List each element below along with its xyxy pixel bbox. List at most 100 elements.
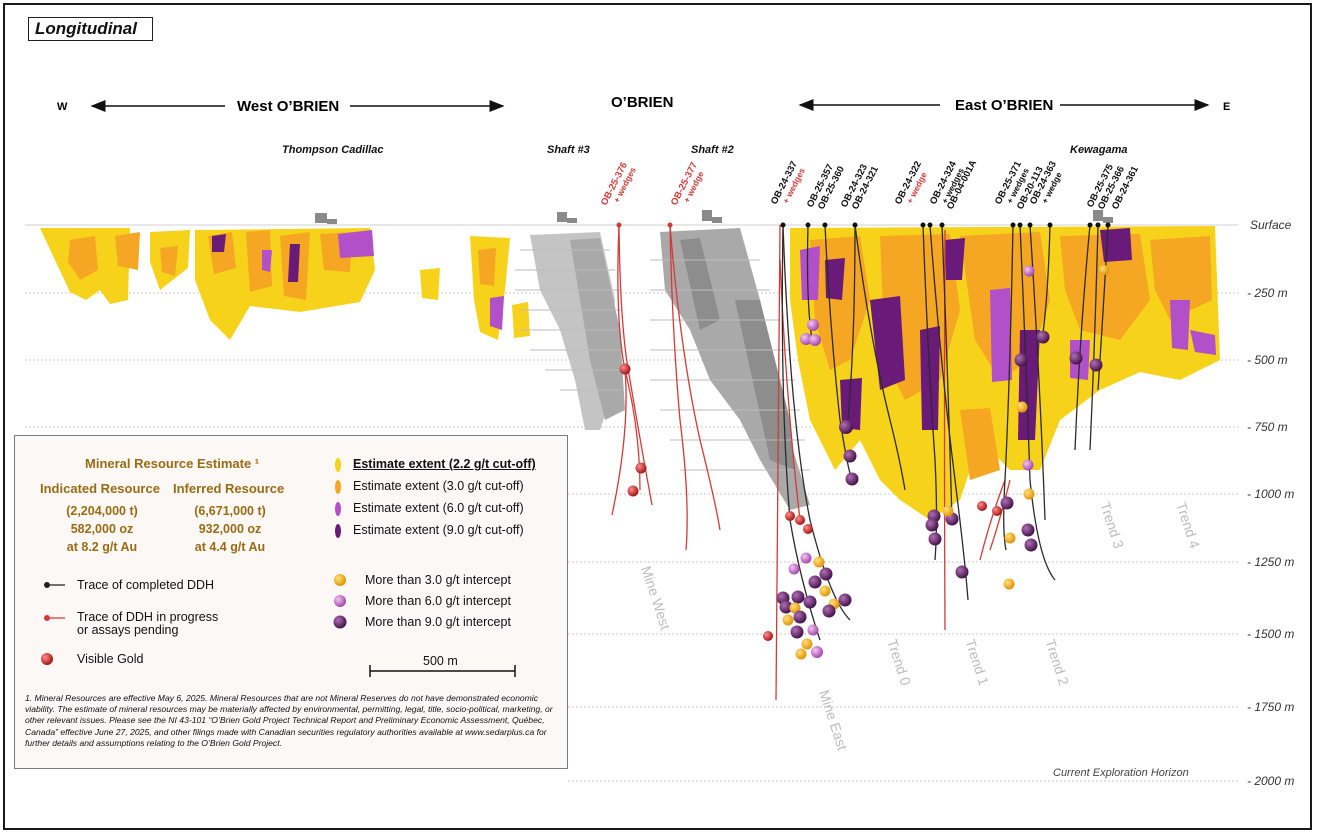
progress-ddh-symbol [44,615,50,621]
intercept-9gt [791,590,805,604]
visible-gold-marker [992,506,1002,516]
east-label: E [1223,101,1230,113]
structure-labels: Mine West Mine East Trend 0 Trend 1 Tren… [638,500,1203,752]
exploration-horizon-label: Current Exploration Horizon [1053,767,1189,779]
intercept-3gt-label: More than 3.0 g/t intercept [365,573,511,587]
trend0-label: Trend 0 [884,637,914,688]
intercept-9gt [1000,496,1014,510]
figure-title: Longitudinal [28,17,153,41]
intercept-9gt-symbol [333,615,347,629]
trend4-label: Trend 4 [1173,500,1203,551]
headframe-icon [557,212,577,223]
zone-header: W West O’BRIEN O’BRIEN East O’BRIEN E [57,94,1230,115]
intercept-3gt [1004,532,1016,544]
visible-gold-marker [619,363,631,375]
depth-axis-labels: Surface - 250 m - 500 m - 750 m - 1000 m… [1247,218,1294,788]
intercept-6gt-symbol [334,595,346,607]
intercept-3gt [1099,265,1109,275]
visible-gold-marker [795,515,805,525]
inferred-tonnes: (6,671,000 t) [194,504,266,518]
intercept-9gt [1069,351,1083,365]
intercept-9gt [819,567,833,581]
mre-title: Mineral Resource Estimate ¹ [85,456,260,471]
collar [927,222,933,228]
drill-collars [616,222,1111,228]
intercept-9gt [843,449,857,463]
collar [852,222,858,228]
extent-swatch-yellow [335,458,341,472]
intercept-3gt [813,556,825,568]
mine-west-label: Mine West [638,564,674,632]
collar-red [616,222,622,228]
depth-label: - 1750 m [1247,700,1294,714]
collar [1010,222,1016,228]
intercept-9gt-label: More than 9.0 g/t intercept [365,615,511,629]
intercept-9gt [779,600,793,614]
intercept-6gt [807,319,819,331]
visible-gold-marker [635,462,647,474]
indicated-ounces: 582,000 oz [70,522,134,536]
obrien-label: O’BRIEN [611,94,674,111]
shaft3-label: Shaft #3 [547,144,590,156]
intercept-6gt [800,333,812,345]
hole-id-labels: OB-25-376 + wedges OB-25-377 + wedge OB-… [599,158,1141,211]
extent-swatch-purple [335,502,341,516]
depth-gridlines [25,224,1238,782]
extent-label-3: Estimate extent (6.0 g/t cut-off) [353,501,524,515]
collar [939,222,945,228]
intercept-9gt [1036,330,1050,344]
visible-gold-marker [803,524,813,534]
depth-label: - 500 m [1247,353,1288,367]
intercept-9gt [1021,523,1035,537]
intercept-3gt [789,602,801,614]
collar [780,222,786,228]
depth-label: - 1000 m [1247,487,1294,501]
place-labels: Thompson Cadillac Shaft #3 Shaft #2 Kewa… [282,144,1127,156]
figure-frame [3,3,1312,830]
kewagama-label: Kewagama [1070,144,1127,156]
intercept-6gt [800,552,812,564]
intercept-6gt [788,563,800,575]
east-obrien-label: East O’BRIEN [955,97,1053,114]
intercept-3gt [1016,401,1028,413]
intercept-9gt [793,610,807,624]
depth-label: - 1250 m [1247,555,1294,569]
visible-gold-label: Visible Gold [77,652,144,666]
ddh-traces-completed [781,224,1109,641]
collar [920,222,926,228]
intercept-9gt [845,472,859,486]
extent-label-4: Estimate extent (9.0 g/t cut-off) [353,523,524,537]
legend-symbols [41,458,516,677]
completed-ddh-label: Trace of completed DDH [77,578,215,592]
intercept-9gt [838,593,852,607]
depth-label: Surface [1250,218,1292,232]
inferred-header: Inferred Resource [173,481,285,496]
thompson-cadillac-label: Thompson Cadillac [282,144,383,156]
indicated-tonnes: (2,204,000 t) [66,504,138,518]
indicated-grade: at 8.2 g/t Au [66,540,138,554]
indicated-header: Indicated Resource [40,481,160,496]
intercept-3gt [942,505,954,517]
inferred-ounces: 932,000 oz [198,522,262,536]
visible-gold-marker [763,631,773,641]
intercept-9gt [803,595,817,609]
trend1-label: Trend 1 [962,637,992,688]
extent-label-2: Estimate extent (3.0 g/t cut-off) [353,479,524,493]
intercept-6gt [807,624,819,636]
visible-gold-marker [977,501,987,511]
intercept-3gt [782,614,794,626]
intercept-9gt [1024,538,1038,552]
headframe-icon [315,213,337,224]
progress-ddh-label: Trace of DDH in progress or assays pendin… [77,610,219,637]
collar-red [667,222,673,228]
west-obrien-label: West O’BRIEN [237,98,339,115]
headframe-icon [702,210,722,223]
shaft2-label: Shaft #2 [691,144,734,156]
mine-workings [515,228,810,510]
intercept-3gt [801,638,813,650]
headframe-icon [1093,210,1113,223]
intercepts [619,265,1109,660]
visible-gold-marker [785,511,795,521]
collar [805,222,811,228]
